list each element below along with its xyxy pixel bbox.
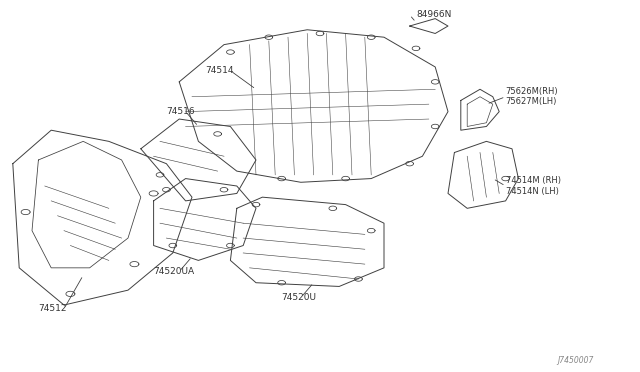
Text: 84966N: 84966N [416,10,451,19]
Text: J7450007: J7450007 [557,356,593,365]
Text: 74514M (RH)
74514N (LH): 74514M (RH) 74514N (LH) [506,176,561,196]
Text: 74520UA: 74520UA [154,267,195,276]
Text: 75626M(RH)
75627M(LH): 75626M(RH) 75627M(LH) [506,87,558,106]
Text: 74514: 74514 [205,66,234,75]
Text: 74520U: 74520U [282,293,317,302]
Text: 74512: 74512 [38,304,67,313]
Text: 74516: 74516 [166,107,195,116]
